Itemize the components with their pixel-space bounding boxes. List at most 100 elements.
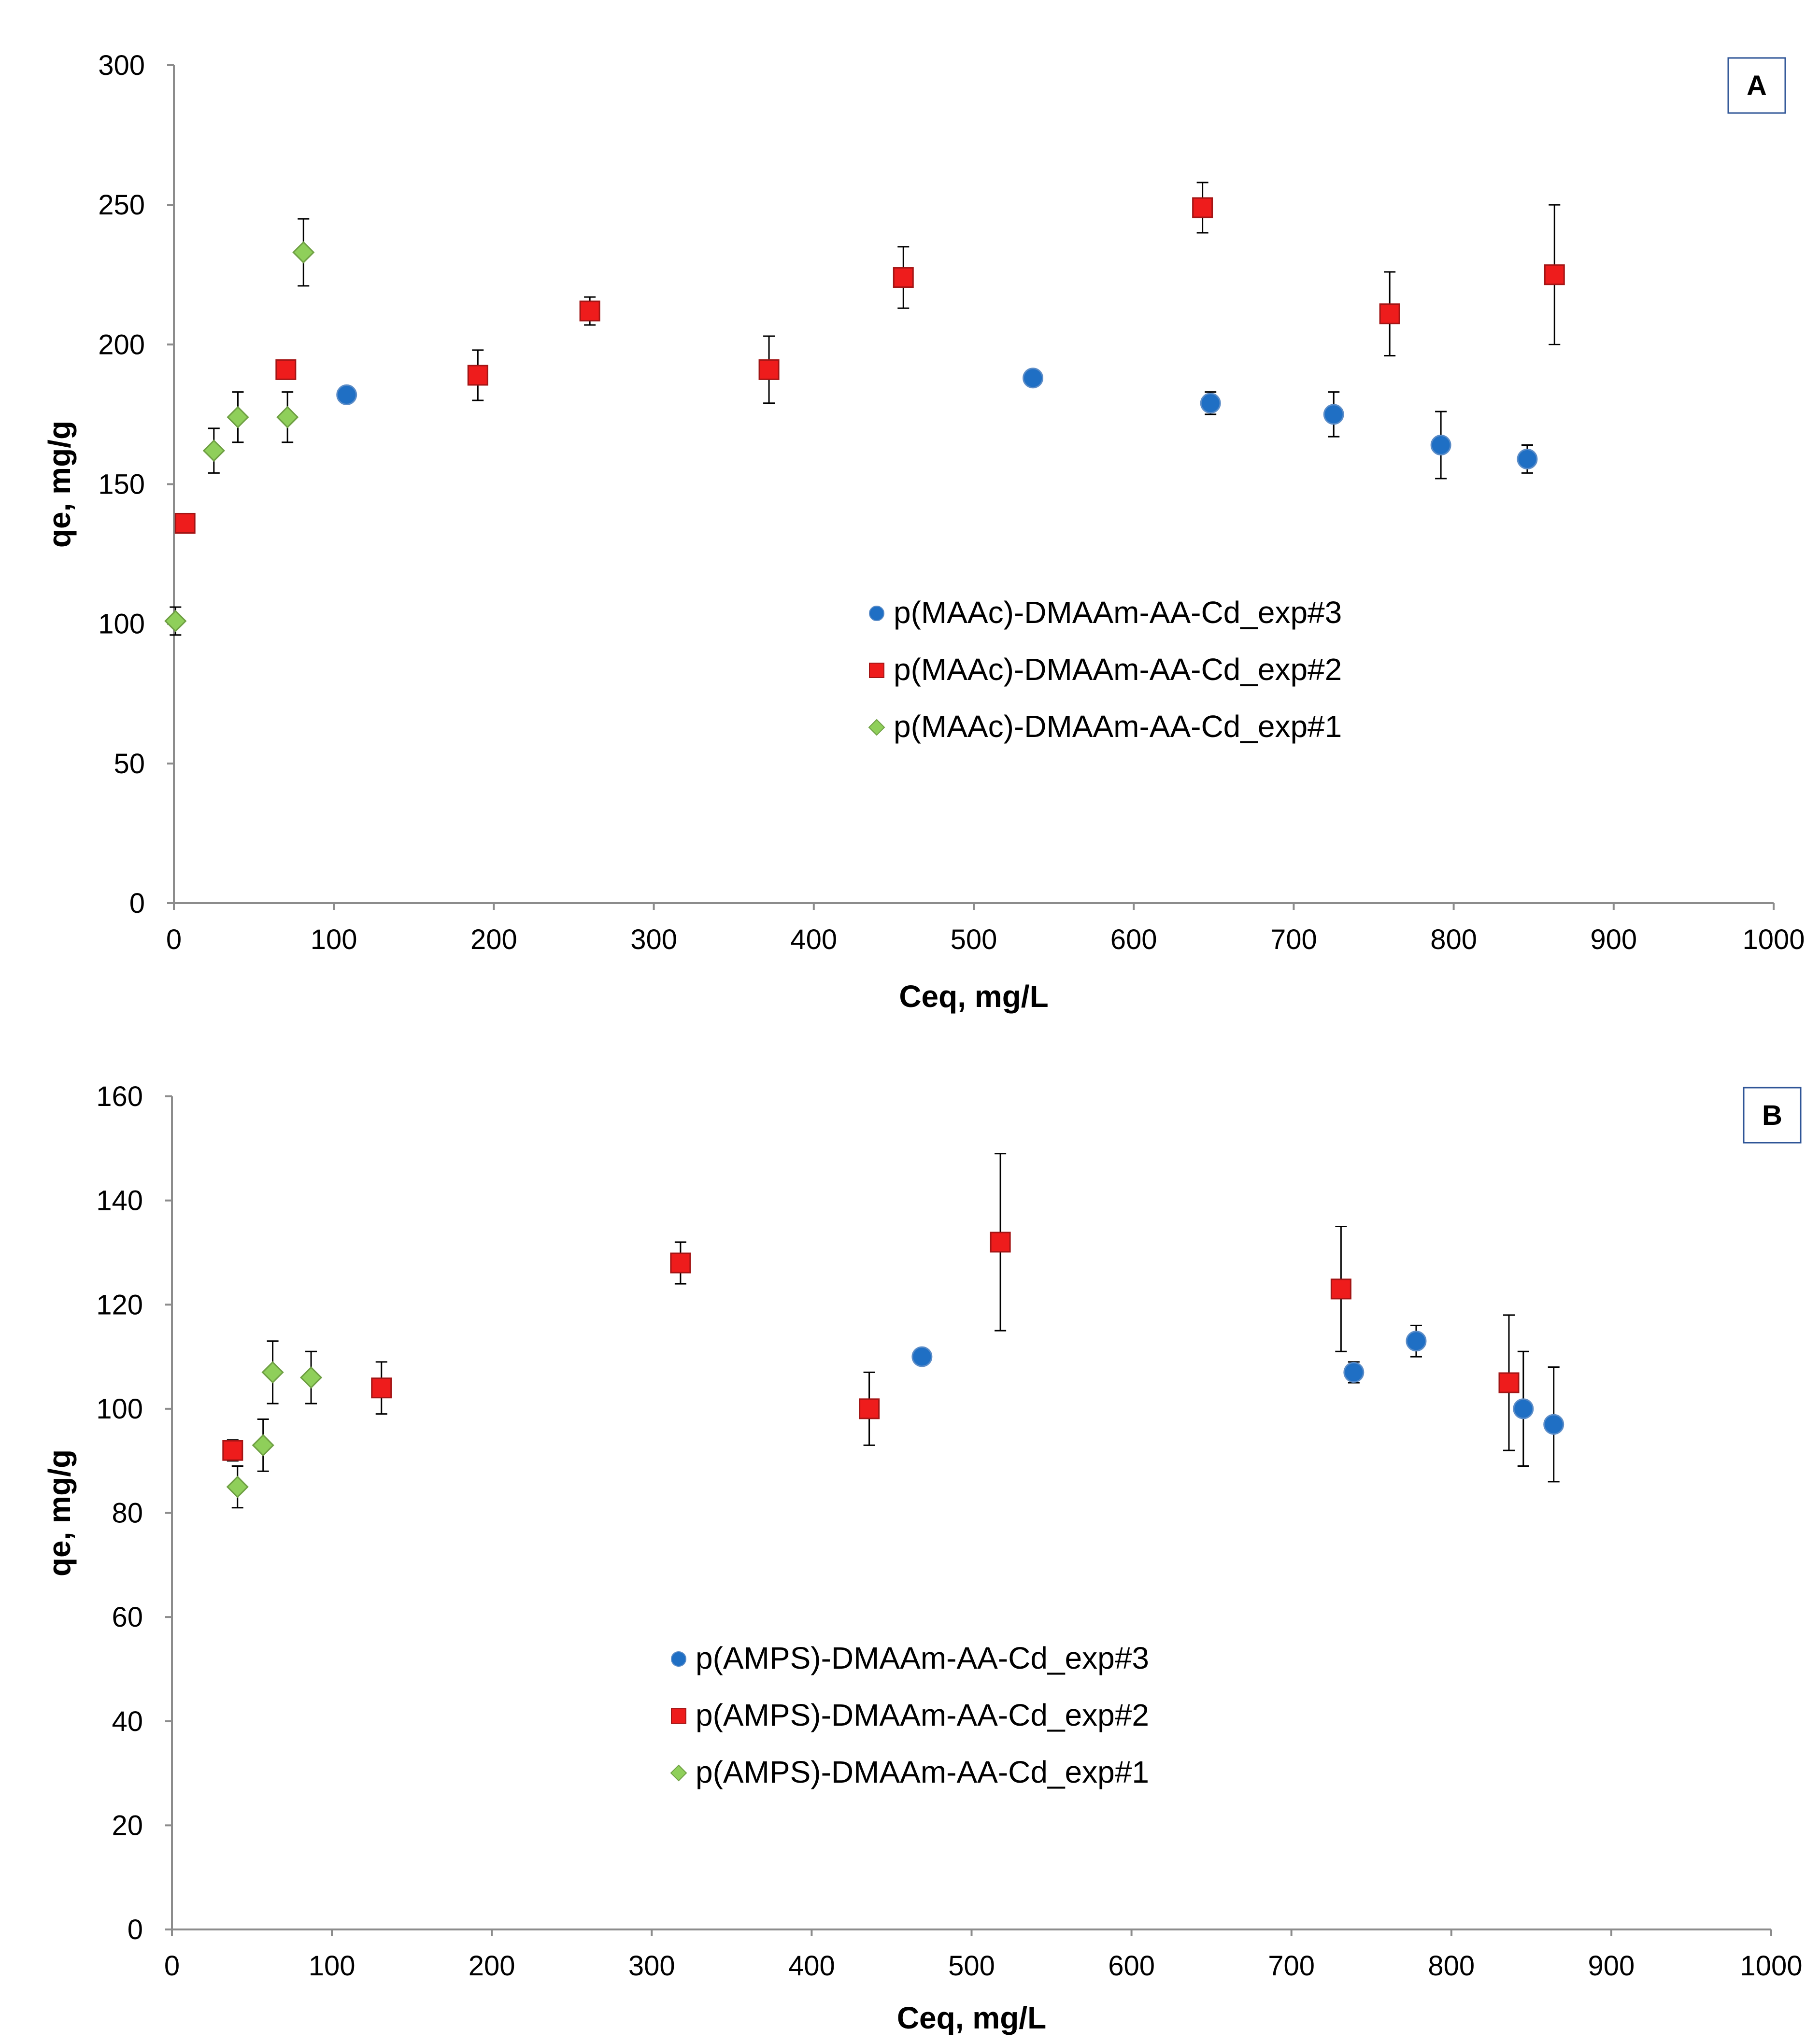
y-tick-label: 150 xyxy=(98,469,145,500)
data-point xyxy=(990,1232,1011,1253)
y-axis-title: qe, mg/g xyxy=(42,421,77,548)
x-tick-label: 100 xyxy=(311,924,357,955)
data-point xyxy=(1543,1414,1564,1435)
x-tick-label: 200 xyxy=(469,1950,515,1982)
data-point xyxy=(1323,404,1344,425)
data-point xyxy=(859,1398,880,1419)
data-point xyxy=(174,512,196,534)
y-axis-title: qe, mg/g xyxy=(42,1449,77,1576)
series-2 xyxy=(174,182,1565,534)
legend-label: p(AMPS)-DMAAm-AA-Cd_exp#2 xyxy=(696,1698,1149,1732)
legend-marker xyxy=(869,663,884,678)
y-tick-label: 0 xyxy=(128,1914,143,1945)
data-point xyxy=(226,1475,249,1498)
data-point xyxy=(579,300,600,322)
x-tick-label: 200 xyxy=(470,924,517,955)
y-tick-label: 250 xyxy=(98,189,145,221)
x-tick-label: 800 xyxy=(1430,924,1477,955)
x-tick-label: 900 xyxy=(1590,924,1637,955)
data-point xyxy=(227,406,249,428)
y-tick-label: 300 xyxy=(98,50,145,81)
data-point xyxy=(276,406,299,428)
x-tick-label: 1000 xyxy=(1740,1950,1802,1982)
y-tick-label: 40 xyxy=(112,1706,143,1737)
data-point xyxy=(1430,435,1451,456)
x-tick-label: 900 xyxy=(1588,1950,1635,1982)
legend-label: p(MAAc)-DMAAm-AA-Cd_exp#3 xyxy=(894,595,1342,630)
x-tick-label: 0 xyxy=(166,924,182,955)
legend-marker xyxy=(868,719,885,736)
x-tick-label: 700 xyxy=(1270,924,1317,955)
legend: p(MAAc)-DMAAm-AA-Cd_exp#3 p(MAAc)-DMAAm-A… xyxy=(868,595,1342,744)
x-tick-label: 0 xyxy=(164,1950,180,1982)
y-tick-label: 100 xyxy=(98,609,145,640)
x-tick-label: 600 xyxy=(1110,924,1157,955)
x-tick-label: 400 xyxy=(788,1950,835,1982)
data-point xyxy=(1517,448,1538,469)
legend-marker xyxy=(671,1651,686,1667)
x-tick-label: 300 xyxy=(630,924,677,955)
panel-label: A xyxy=(1747,70,1767,101)
data-point xyxy=(1513,1398,1534,1419)
data-point xyxy=(252,1434,274,1457)
x-tick-label: 100 xyxy=(309,1950,355,1982)
data-point xyxy=(1023,368,1044,389)
data-point xyxy=(1406,1331,1427,1352)
y-tick-label: 140 xyxy=(96,1185,143,1217)
legend-label: p(AMPS)-DMAAm-AA-Cd_exp#3 xyxy=(696,1641,1149,1675)
data-point xyxy=(1544,264,1565,285)
data-point xyxy=(275,359,297,380)
data-point xyxy=(1192,197,1213,218)
y-tick-label: 50 xyxy=(114,748,145,780)
series-1 xyxy=(911,1324,1564,1483)
x-tick-label: 400 xyxy=(790,924,837,955)
chart-panel-a: 0 50 100 150 200 250 300 0 100 200 300 400 500 600 700… xyxy=(42,50,1805,1014)
y-tick-label: 160 xyxy=(96,1081,143,1112)
series-2 xyxy=(222,1153,1520,1462)
y-tick-label: 0 xyxy=(129,888,145,919)
panel-label-box xyxy=(1727,57,1786,114)
data-point xyxy=(1379,303,1400,325)
data-point xyxy=(1498,1372,1520,1393)
data-point xyxy=(1343,1361,1365,1383)
data-point xyxy=(222,1440,243,1461)
data-point xyxy=(893,267,914,288)
panel-label-box xyxy=(1743,1087,1802,1144)
legend-label: p(MAAc)-DMAAm-AA-Cd_exp#2 xyxy=(894,652,1342,687)
series-1 xyxy=(336,368,1538,480)
x-tick-label: 1000 xyxy=(1742,924,1805,955)
y-tick-label: 60 xyxy=(112,1602,143,1633)
data-point xyxy=(292,241,315,264)
x-axis-title: Ceq, mg/L xyxy=(899,979,1048,1014)
x-tick-label: 700 xyxy=(1268,1950,1315,1982)
data-point xyxy=(261,1361,284,1384)
legend-marker xyxy=(670,1764,687,1782)
data-point xyxy=(670,1252,691,1274)
x-tick-label: 500 xyxy=(951,924,997,955)
y-tick-label: 200 xyxy=(98,329,145,360)
series-3 xyxy=(164,218,315,636)
y-tick-label: 80 xyxy=(112,1498,143,1529)
legend-label: p(MAAc)-DMAAm-AA-Cd_exp#1 xyxy=(894,709,1342,744)
data-point xyxy=(467,365,488,386)
series-3 xyxy=(226,1340,323,1509)
y-tick-label: 20 xyxy=(112,1810,143,1841)
x-axis-title: Ceq, mg/L xyxy=(897,2000,1046,2035)
legend: p(AMPS)-DMAAm-AA-Cd_exp#3 p(AMPS)-DMAAm-A… xyxy=(670,1641,1149,1789)
data-point xyxy=(202,439,225,462)
legend-label: p(AMPS)-DMAAm-AA-Cd_exp#1 xyxy=(696,1755,1149,1789)
data-point xyxy=(1330,1278,1351,1300)
legend-marker xyxy=(671,1708,686,1724)
data-point xyxy=(371,1377,392,1399)
chart-panel-b: 0 20 40 60 80 100 120 140 160 0 100 200 300 400 500 600… xyxy=(42,1081,1803,2035)
x-tick-label: 600 xyxy=(1108,1950,1155,1982)
data-point xyxy=(164,610,187,633)
data-point xyxy=(1200,393,1221,414)
data-point xyxy=(336,384,357,405)
legend-marker xyxy=(869,606,884,621)
panel-label: B xyxy=(1762,1100,1782,1131)
data-point xyxy=(299,1366,323,1389)
y-tick-label: 120 xyxy=(96,1289,143,1320)
data-point xyxy=(911,1346,933,1367)
